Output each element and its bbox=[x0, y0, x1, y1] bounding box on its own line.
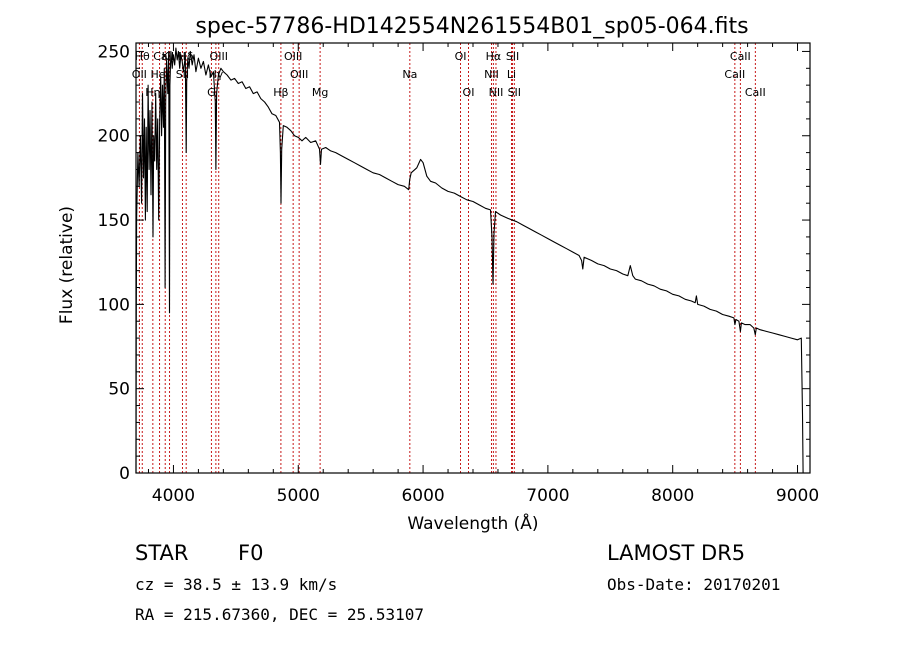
x-tick-label: 5000 bbox=[277, 486, 320, 506]
coordinates: RA = 215.67360, DEC = 25.53107 bbox=[135, 605, 424, 624]
x-tick-label: 4000 bbox=[152, 486, 195, 506]
redshift-readout: cz = 38.5 ± 13.9 km/s bbox=[135, 575, 337, 594]
line-label: OIII bbox=[284, 50, 302, 63]
y-tick-label: 250 bbox=[98, 42, 130, 62]
line-label: Mg bbox=[312, 86, 328, 99]
line-label: Li bbox=[507, 68, 516, 81]
object-class: STAR bbox=[135, 541, 188, 565]
line-label: G bbox=[207, 86, 216, 99]
survey-name: LAMOST DR5 bbox=[607, 541, 745, 565]
y-axis: 0 50 100 150 200 250 bbox=[98, 42, 810, 484]
line-label: Hθ bbox=[135, 50, 150, 63]
line-label: Hα bbox=[486, 50, 502, 63]
line-label: OIII bbox=[290, 68, 308, 81]
x-tick-label: 6000 bbox=[401, 486, 444, 506]
line-label: CaII bbox=[724, 68, 745, 81]
x-tick-label: 7000 bbox=[526, 486, 569, 506]
spectrum-line bbox=[135, 47, 804, 474]
line-label: SII bbox=[506, 50, 519, 63]
line-label: OIII bbox=[210, 50, 228, 63]
y-tick-label: 200 bbox=[98, 127, 130, 147]
spectral-line-markers bbox=[138, 43, 756, 473]
x-tick-label: 9000 bbox=[776, 486, 819, 506]
line-label: CaII bbox=[730, 50, 751, 63]
x-axis: 4000 5000 6000 7000 8000 9000 bbox=[147, 43, 819, 506]
line-label: OII bbox=[132, 68, 147, 81]
line-label: OI bbox=[463, 86, 475, 99]
x-axis-label: Wavelength (Å) bbox=[407, 512, 538, 534]
line-label: NII bbox=[484, 68, 499, 81]
line-label: Hβ bbox=[273, 86, 288, 99]
x-tick-label: 8000 bbox=[651, 486, 694, 506]
line-label: K bbox=[162, 50, 170, 63]
line-label: SII bbox=[508, 86, 521, 99]
y-axis-label: Flux (relative) bbox=[57, 206, 77, 324]
line-label: Hη bbox=[145, 86, 160, 99]
y-tick-label: 100 bbox=[98, 295, 130, 315]
line-label: CaII bbox=[745, 86, 766, 99]
chart-title: spec-57786-HD142554N261554B01_sp05-064.f… bbox=[195, 14, 748, 39]
y-tick-label: 150 bbox=[98, 211, 130, 231]
y-tick-label: 50 bbox=[108, 380, 130, 400]
plot-frame bbox=[135, 42, 811, 474]
obs-date: Obs-Date: 20170201 bbox=[607, 575, 780, 594]
object-subclass: F0 bbox=[238, 541, 263, 565]
line-label: Na bbox=[402, 68, 417, 81]
y-tick-label: 0 bbox=[119, 464, 130, 484]
line-label: NII bbox=[489, 86, 504, 99]
line-label: OI bbox=[455, 50, 467, 63]
